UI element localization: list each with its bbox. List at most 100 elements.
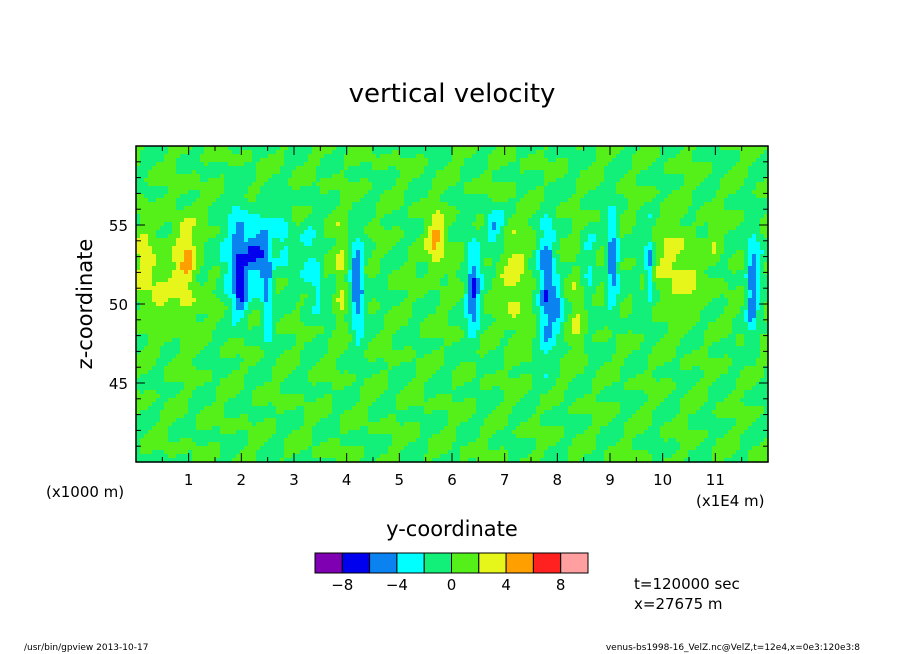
heatmap-cell (268, 194, 273, 199)
heatmap-cell (320, 174, 325, 179)
heatmap-cell (664, 206, 669, 211)
heatmap-cell (148, 270, 153, 275)
heatmap-cell (672, 206, 677, 211)
heatmap-cell (516, 186, 521, 191)
heatmap-cell (216, 270, 221, 275)
heatmap-cell (152, 186, 157, 191)
heatmap-cell (356, 174, 361, 179)
heatmap-cell (532, 174, 537, 179)
heatmap-cell (296, 162, 301, 167)
heatmap-cell (456, 206, 461, 211)
heatmap-cell (160, 154, 165, 159)
heatmap-cell (488, 214, 493, 219)
heatmap-cell (664, 218, 669, 223)
heatmap-cell (480, 250, 485, 255)
heatmap-cell (736, 154, 741, 159)
heatmap-cell (436, 158, 441, 163)
heatmap-cell (620, 202, 625, 207)
heatmap-cell (716, 186, 721, 191)
heatmap-cell (600, 250, 605, 255)
heatmap-cell (764, 258, 769, 263)
heatmap-cell (552, 194, 557, 199)
heatmap-cell (188, 226, 193, 231)
heatmap-cell (604, 266, 609, 271)
heatmap-cell (400, 266, 405, 271)
heatmap-cell (464, 246, 469, 251)
heatmap-cell (136, 246, 141, 251)
heatmap-cell (540, 190, 545, 195)
heatmap-cell (248, 202, 253, 207)
heatmap-cell (508, 182, 513, 187)
heatmap-cell (416, 254, 421, 259)
heatmap-cell (216, 198, 221, 203)
heatmap-cell (688, 166, 693, 171)
heatmap-cell (580, 250, 585, 255)
heatmap-cell (496, 222, 501, 227)
heatmap-cell (392, 246, 397, 251)
heatmap-cell (180, 174, 185, 179)
heatmap-cell (224, 238, 229, 243)
heatmap-cell (432, 178, 437, 183)
heatmap-cell (640, 174, 645, 179)
heatmap-cell (584, 238, 589, 243)
heatmap-cell (440, 182, 445, 187)
heatmap-cell (244, 226, 249, 231)
heatmap-cell (148, 146, 153, 151)
heatmap-cell (332, 222, 337, 227)
heatmap-cell (480, 238, 485, 243)
heatmap-cell (444, 154, 449, 159)
heatmap-cell (152, 266, 157, 271)
heatmap-cell (384, 234, 389, 239)
heatmap-cell (248, 214, 253, 219)
heatmap-cell (684, 234, 689, 239)
heatmap-cell (256, 202, 261, 207)
heatmap-cell (424, 166, 429, 171)
heatmap-cell (648, 214, 653, 219)
heatmap-cell (404, 202, 409, 207)
heatmap-cell (528, 222, 533, 227)
heatmap-cell (600, 186, 605, 191)
heatmap-cell (264, 146, 269, 151)
heatmap-cell (476, 170, 481, 175)
heatmap-cell (196, 154, 201, 159)
heatmap-cell (764, 206, 769, 211)
heatmap-cell (616, 202, 621, 207)
heatmap-cell (324, 254, 329, 259)
heatmap-cell (248, 154, 253, 159)
heatmap-cell (712, 218, 717, 223)
heatmap-cell (168, 266, 173, 271)
heatmap-cell (728, 214, 733, 219)
heatmap-cell (728, 166, 733, 171)
heatmap-cell (308, 234, 313, 239)
heatmap-cell (616, 190, 621, 195)
heatmap-cell (408, 214, 413, 219)
heatmap-cell (588, 230, 593, 235)
heatmap-cell (748, 206, 753, 211)
heatmap-cell (704, 258, 709, 263)
heatmap-cell (344, 226, 349, 231)
heatmap-cell (188, 222, 193, 227)
heatmap-cell (560, 250, 565, 255)
heatmap-cell (616, 222, 621, 227)
heatmap-cell (288, 174, 293, 179)
heatmap-cell (568, 146, 573, 151)
heatmap-cell (356, 198, 361, 203)
heatmap-cell (592, 174, 597, 179)
heatmap-cell (524, 194, 529, 199)
heatmap-cell (192, 234, 197, 239)
heatmap-cell (596, 254, 601, 259)
heatmap-cell (624, 158, 629, 163)
heatmap-cell (252, 246, 257, 251)
heatmap-cell (220, 186, 225, 191)
heatmap-cell (160, 214, 165, 219)
heatmap-cell (160, 270, 165, 275)
heatmap-cell (348, 270, 353, 275)
heatmap-cell (180, 214, 185, 219)
heatmap-cell (572, 190, 577, 195)
heatmap-cell (448, 178, 453, 183)
heatmap-cell (340, 146, 345, 151)
heatmap-cell (676, 234, 681, 239)
heatmap-cell (488, 158, 493, 163)
heatmap-cell (136, 170, 141, 175)
heatmap-cell (244, 270, 249, 275)
